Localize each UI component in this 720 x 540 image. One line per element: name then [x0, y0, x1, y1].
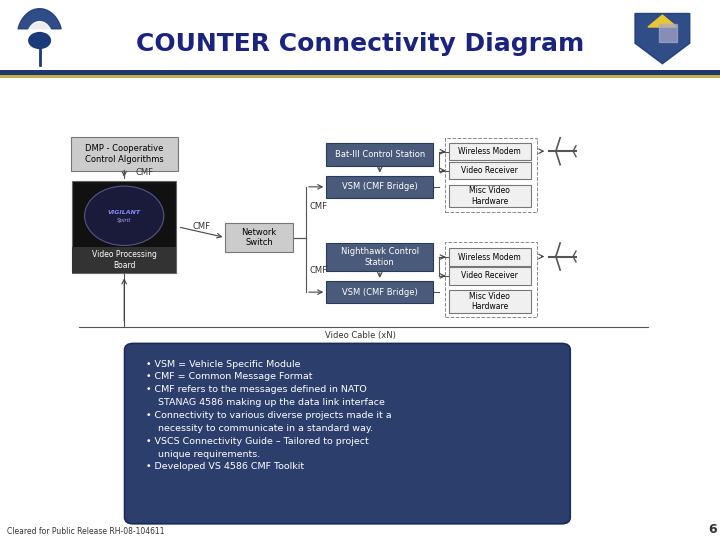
Text: DMP - Cooperative
Control Algorithms: DMP - Cooperative Control Algorithms	[85, 144, 163, 164]
Text: Wireless Modem: Wireless Modem	[458, 147, 521, 156]
Text: CMF: CMF	[135, 168, 153, 177]
Text: Bat-III Control Station: Bat-III Control Station	[335, 150, 425, 159]
Text: CMF: CMF	[310, 266, 328, 275]
FancyBboxPatch shape	[449, 267, 531, 285]
FancyBboxPatch shape	[449, 185, 531, 207]
Bar	[72, 247, 176, 273]
Text: Network
Switch: Network Switch	[242, 228, 276, 247]
Polygon shape	[635, 14, 690, 64]
Text: Video Cable (xN): Video Cable (xN)	[325, 331, 395, 340]
FancyBboxPatch shape	[449, 290, 531, 313]
FancyBboxPatch shape	[225, 223, 293, 252]
Polygon shape	[18, 9, 61, 29]
Text: Cleared for Public Release RH-08-104611: Cleared for Public Release RH-08-104611	[7, 526, 165, 536]
Text: Video Receiver: Video Receiver	[462, 166, 518, 175]
FancyBboxPatch shape	[449, 143, 531, 160]
Text: VIGILANT: VIGILANT	[107, 210, 141, 214]
Polygon shape	[659, 24, 677, 42]
Text: Video Receiver: Video Receiver	[462, 272, 518, 280]
Bar	[445, 242, 537, 317]
Text: Misc Video
Hardware: Misc Video Hardware	[469, 186, 510, 206]
Text: Wireless Modem: Wireless Modem	[458, 253, 521, 261]
FancyBboxPatch shape	[125, 343, 570, 524]
Circle shape	[85, 186, 163, 246]
Text: VSM (CMF Bridge): VSM (CMF Bridge)	[342, 288, 418, 296]
FancyBboxPatch shape	[71, 137, 178, 171]
Polygon shape	[28, 22, 51, 30]
Text: Spirit: Spirit	[117, 218, 131, 223]
Text: Nighthawk Control
Station: Nighthawk Control Station	[341, 247, 419, 267]
Text: CMF: CMF	[310, 202, 328, 211]
Text: Misc Video
Hardware: Misc Video Hardware	[469, 292, 510, 311]
Bar	[445, 138, 537, 212]
Bar	[0, 75, 720, 78]
Bar	[72, 181, 176, 273]
FancyBboxPatch shape	[326, 143, 433, 166]
Text: VSM (CMF Bridge): VSM (CMF Bridge)	[342, 183, 418, 191]
FancyBboxPatch shape	[326, 243, 433, 271]
Polygon shape	[648, 15, 677, 27]
Circle shape	[28, 32, 51, 49]
FancyBboxPatch shape	[449, 162, 531, 179]
Text: • VSM = Vehicle Specific Module
• CMF = Common Message Format
• CMF refers to th: • VSM = Vehicle Specific Module • CMF = …	[146, 360, 392, 471]
Text: Video Processing
Board: Video Processing Board	[91, 250, 157, 269]
Text: 6: 6	[708, 523, 716, 536]
FancyBboxPatch shape	[449, 248, 531, 266]
FancyBboxPatch shape	[326, 281, 433, 303]
FancyBboxPatch shape	[326, 176, 433, 198]
Text: COUNTER Connectivity Diagram: COUNTER Connectivity Diagram	[136, 32, 584, 56]
Text: CMF: CMF	[193, 222, 211, 231]
Bar	[0, 70, 720, 75]
Bar	[0, 0, 720, 70]
